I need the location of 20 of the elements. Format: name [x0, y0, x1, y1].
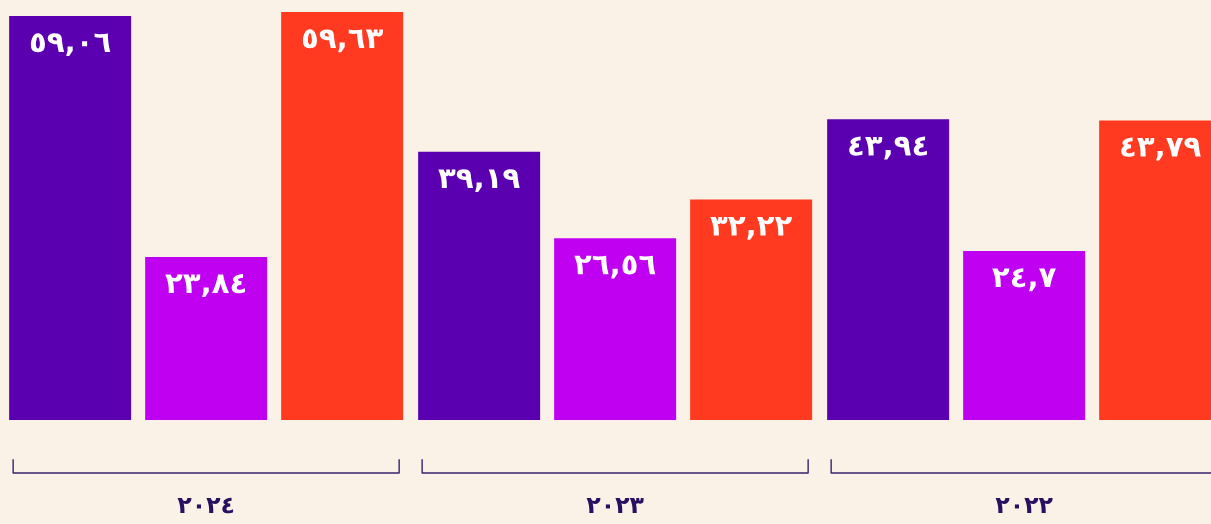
bar [281, 12, 404, 420]
data-label: ٤٣,٩٤ [849, 136, 927, 160]
x-tick-label: ٢٠٢٢ [995, 498, 1053, 514]
bar [827, 119, 950, 420]
bar [418, 151, 541, 420]
data-label: ٢٣,٨٤ [165, 274, 245, 298]
bar [145, 256, 268, 420]
data-label: ٣٢,٢٢ [710, 217, 792, 240]
bar [554, 238, 677, 420]
data-label: ٢٦,٥٦ [574, 255, 656, 279]
x-tick-label: ٢٠٢٤ [177, 497, 234, 514]
bar [963, 251, 1086, 420]
data-label: ٤٣,٧٩ [1121, 137, 1201, 161]
data-label: ٣٩,١٩ [438, 169, 520, 193]
data-label: ٥٩,٦٣ [302, 29, 383, 53]
data-label: ٢٤,٧ [992, 268, 1056, 292]
data-label: ٥٩,٠٦ [30, 33, 111, 57]
bar [9, 15, 132, 420]
x-tick-label: ٢٠٢٣ [586, 498, 644, 514]
bar [690, 199, 813, 420]
